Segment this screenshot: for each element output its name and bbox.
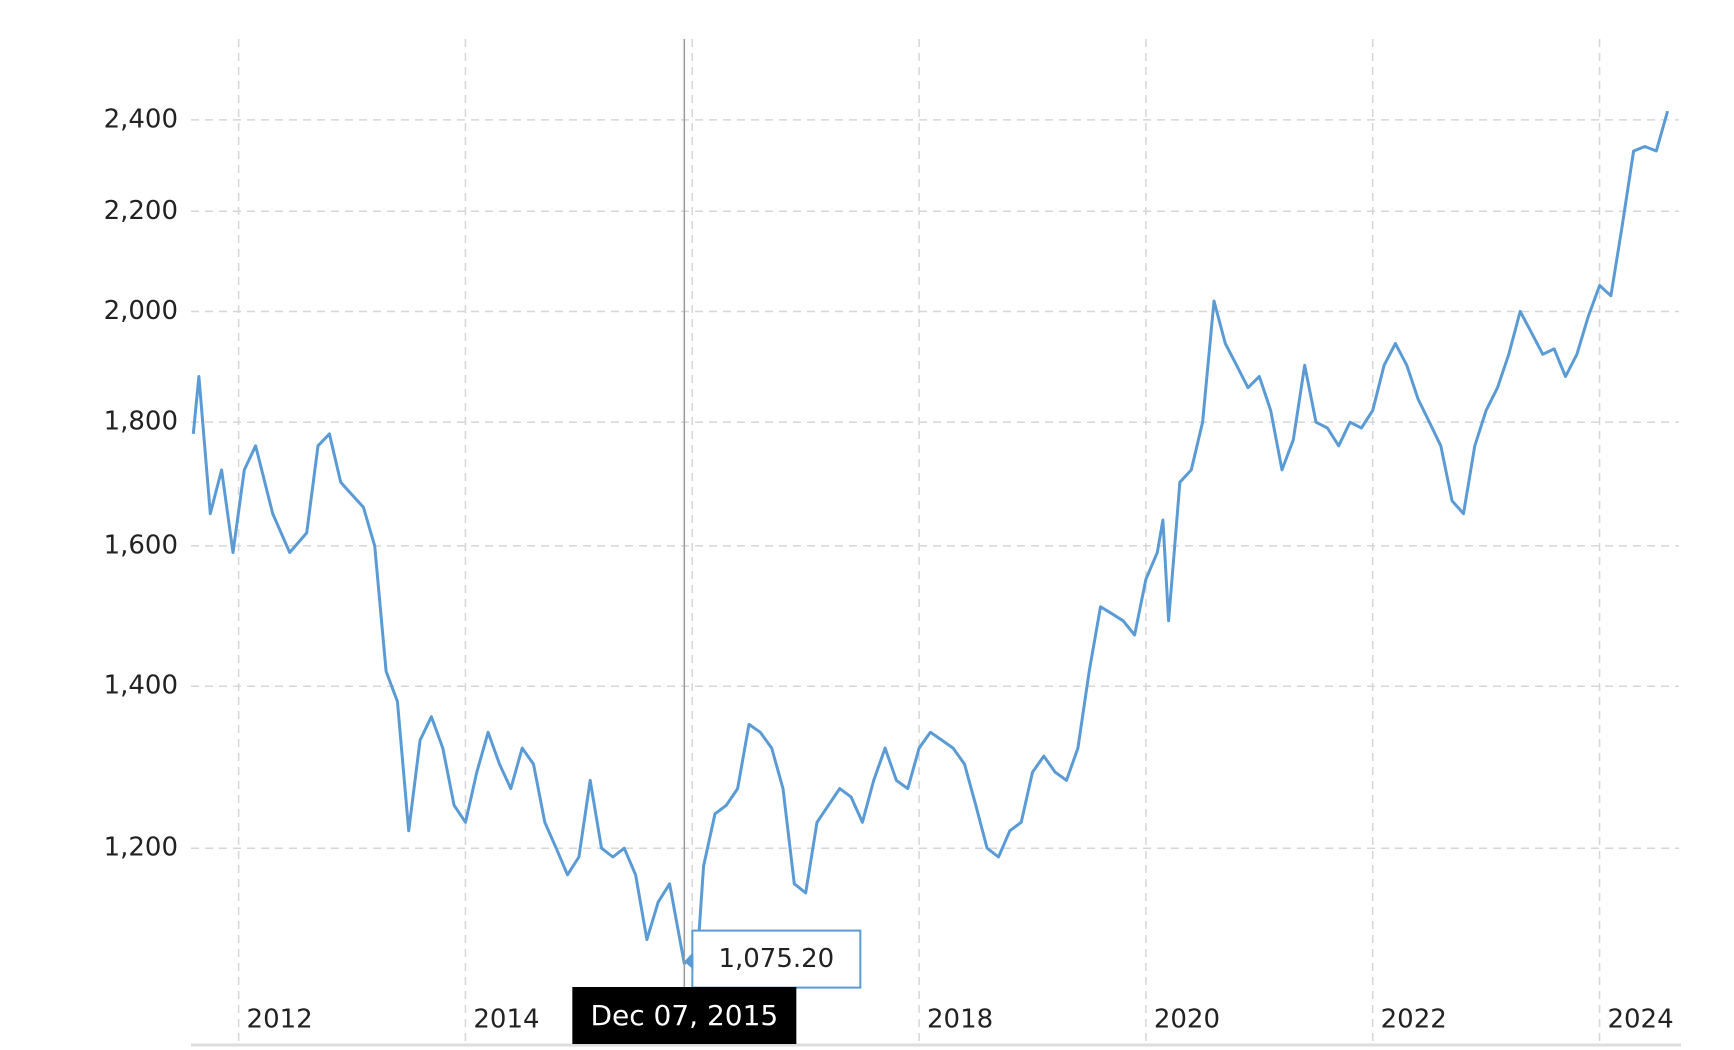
y-tick-label: 2,200 [104, 196, 178, 226]
x-tick-label: 2024 [1607, 1005, 1673, 1035]
x-tick-label: 2014 [473, 1005, 539, 1035]
y-tick-label: 1,200 [104, 833, 178, 863]
x-tick-label: 2018 [927, 1005, 993, 1035]
y-tick-label: 1,400 [104, 671, 178, 701]
date-label: Dec 07, 2015 [590, 999, 778, 1032]
y-tick-label: 2,000 [104, 296, 178, 326]
y-tick-label: 1,600 [104, 530, 178, 560]
y-tick-label: 2,400 [104, 104, 178, 134]
price-line [191, 110, 1670, 966]
y-tick-label: 1,800 [104, 407, 178, 437]
tooltip-value: 1,075.20 [718, 944, 834, 974]
x-tick-label: 2022 [1381, 1005, 1447, 1035]
tooltip-pointer [684, 953, 694, 970]
date-box [572, 987, 797, 1044]
x-tick-label: 2020 [1154, 1005, 1220, 1035]
x-tick-label: 2012 [247, 1005, 313, 1035]
